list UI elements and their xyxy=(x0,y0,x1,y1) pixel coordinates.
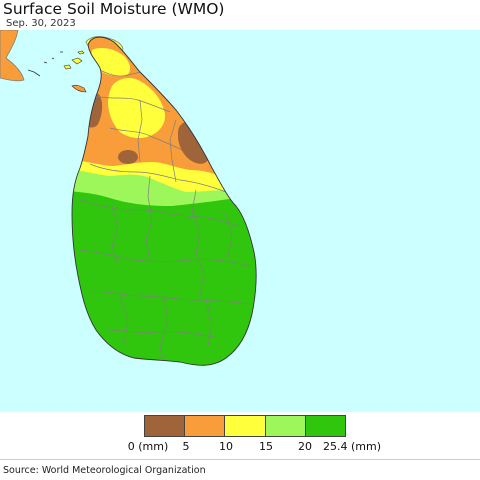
legend-colorbar xyxy=(144,415,346,437)
map-title: Surface Soil Moisture (WMO) xyxy=(3,0,225,18)
islets xyxy=(63,50,85,70)
map-date: Sep. 30, 2023 xyxy=(6,18,76,29)
district-boundaries xyxy=(79,69,253,363)
footer: Source: World Meteorological Organizatio… xyxy=(0,459,480,480)
legend-swatch-10-15 xyxy=(224,416,265,436)
legend-tick-20: 20 xyxy=(298,440,312,453)
map-area[interactable] xyxy=(0,30,480,412)
sri-lanka-coastline xyxy=(71,36,257,366)
mannar-island xyxy=(71,84,87,93)
source-credit: Source: World Meteorological Organizatio… xyxy=(3,465,206,476)
legend-tick-5: 5 xyxy=(182,440,190,453)
legend-tick-15: 15 xyxy=(259,440,273,453)
legend-tick-0: 0 (mm) xyxy=(127,440,169,453)
mainland-india xyxy=(0,30,25,82)
legend-tick-10: 10 xyxy=(219,440,233,453)
legend-swatch-20-25 xyxy=(304,416,346,436)
legend-swatch-5-10 xyxy=(184,416,225,436)
legend-swatch-0-5 xyxy=(145,416,185,436)
legend-swatch-15-20 xyxy=(264,416,305,436)
mainland-coast-dots xyxy=(27,51,63,77)
legend-tick-25-4: 25.4 (mm) xyxy=(322,440,382,453)
